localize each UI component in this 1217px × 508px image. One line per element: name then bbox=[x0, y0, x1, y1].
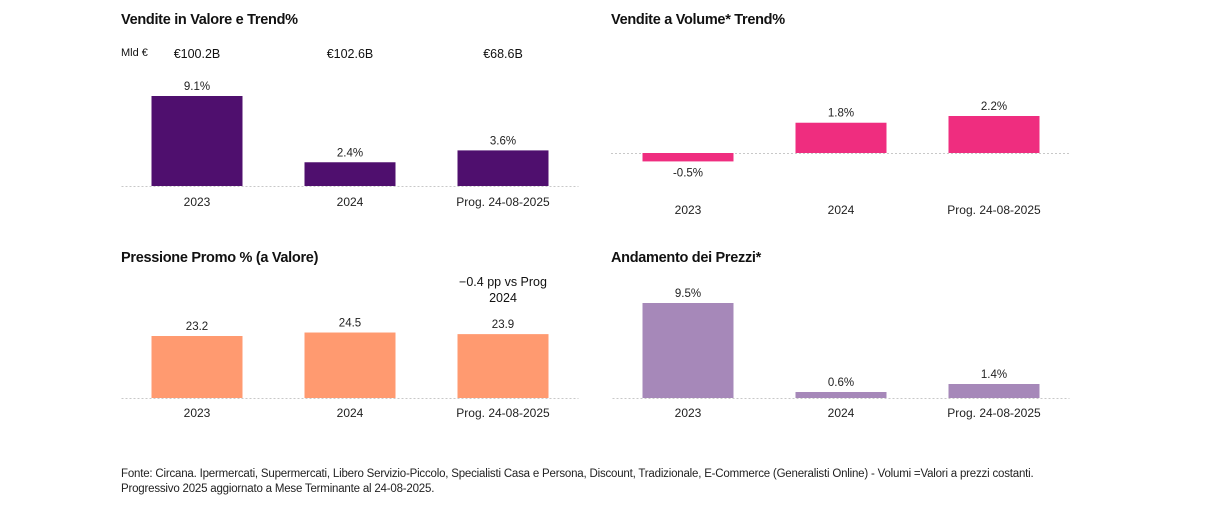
bar bbox=[795, 122, 887, 153]
category-label: Prog. 24-08-2025 bbox=[456, 406, 550, 420]
header-value: €102.6B bbox=[327, 47, 374, 61]
data-label: 2.2% bbox=[981, 101, 1007, 113]
data-label: 2.4% bbox=[337, 147, 363, 159]
chart-title: Andamento dei Prezzi* bbox=[611, 250, 762, 266]
header-value: €68.6B bbox=[483, 47, 523, 61]
data-label: -0.5% bbox=[673, 167, 703, 179]
data-label: 1.8% bbox=[828, 108, 854, 120]
category-label: 2024 bbox=[828, 406, 855, 420]
data-label: 9.1% bbox=[184, 81, 210, 93]
charts-canvas: Vendite in Valore e Trend% Mld € €100.2B €1… bbox=[121, 12, 1070, 420]
category-label: 2024 bbox=[828, 203, 855, 217]
data-label: 24.5 bbox=[339, 318, 361, 330]
bar bbox=[304, 332, 396, 398]
bar bbox=[457, 150, 549, 186]
data-label: 0.6% bbox=[828, 377, 854, 389]
category-label: 2023 bbox=[184, 195, 211, 209]
chart-title: Vendite in Valore e Trend% bbox=[121, 12, 298, 28]
header-value: €100.2B bbox=[174, 47, 221, 61]
category-label: Prog. 24-08-2025 bbox=[947, 203, 1041, 217]
annotation-line: −0.4 pp vs Prog bbox=[459, 275, 547, 289]
bar bbox=[795, 392, 887, 398]
category-label: 2024 bbox=[337, 406, 364, 420]
annotation-line: 2024 bbox=[489, 291, 517, 305]
bar bbox=[642, 153, 734, 162]
data-label: 23.2 bbox=[186, 321, 208, 333]
category-label: Prog. 24-08-2025 bbox=[947, 406, 1041, 420]
bar bbox=[948, 116, 1040, 153]
bar bbox=[151, 96, 243, 186]
bar bbox=[151, 336, 243, 398]
category-label: 2023 bbox=[675, 203, 702, 217]
data-label: 1.4% bbox=[981, 369, 1007, 381]
chart-title: Pressione Promo % (a Valore) bbox=[121, 250, 319, 266]
category-label: 2023 bbox=[675, 406, 702, 420]
data-label: 9.5% bbox=[675, 288, 701, 300]
category-label: Prog. 24-08-2025 bbox=[456, 195, 550, 209]
bar bbox=[304, 162, 396, 186]
chart-title: Vendite a Volume* Trend% bbox=[611, 12, 785, 28]
unit-label: Mld € bbox=[121, 47, 148, 59]
category-label: 2024 bbox=[337, 195, 364, 209]
bar bbox=[642, 303, 734, 398]
data-label: 3.6% bbox=[490, 135, 516, 147]
bar bbox=[948, 384, 1040, 398]
bar bbox=[457, 334, 549, 398]
data-label: 23.9 bbox=[492, 319, 514, 331]
footnote: Fonte: Circana. Ipermercati, Supermercat… bbox=[121, 468, 1034, 495]
category-label: 2023 bbox=[184, 406, 211, 420]
